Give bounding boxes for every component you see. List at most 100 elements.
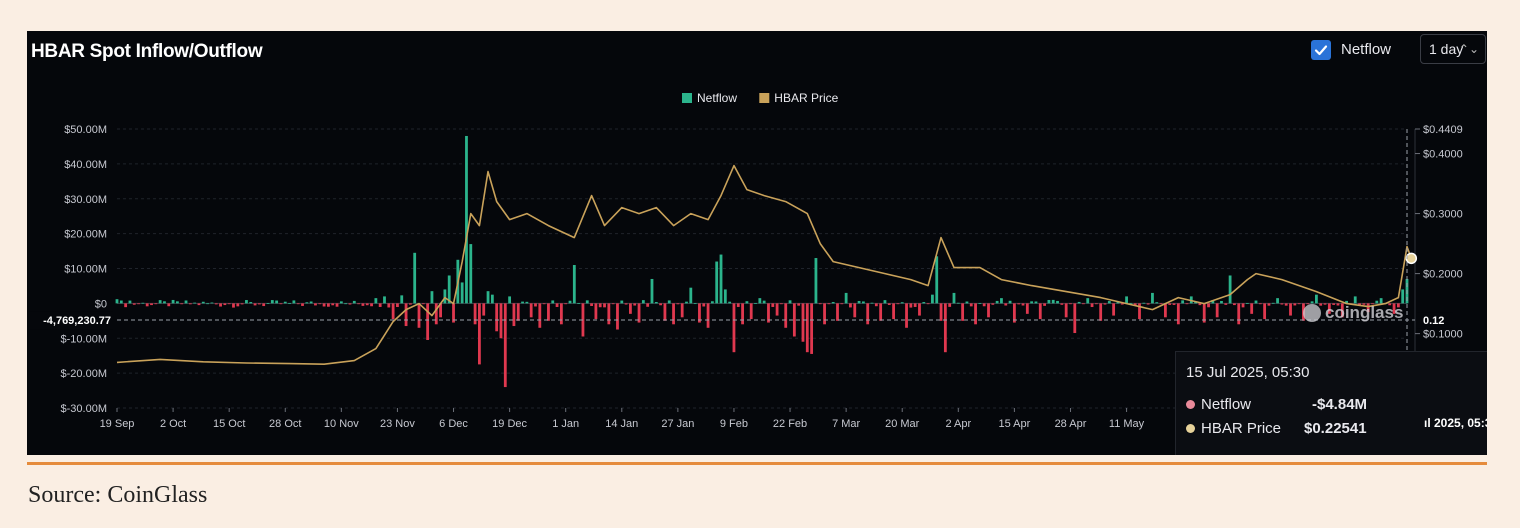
netflow-bar[interactable] xyxy=(1099,303,1103,321)
netflow-bar[interactable] xyxy=(1340,303,1344,318)
netflow-bar[interactable] xyxy=(1224,303,1228,305)
netflow-bar[interactable] xyxy=(879,303,883,321)
netflow-bar[interactable] xyxy=(1159,303,1163,305)
netflow-bar[interactable] xyxy=(784,303,788,328)
netflow-bar[interactable] xyxy=(1237,303,1241,325)
netflow-bar[interactable] xyxy=(163,301,166,304)
netflow-bar[interactable] xyxy=(279,303,283,305)
netflow-bar[interactable] xyxy=(620,300,624,304)
netflow-bar[interactable] xyxy=(1263,303,1267,320)
netflow-bar[interactable] xyxy=(219,303,222,307)
netflow-bar[interactable] xyxy=(249,302,253,304)
netflow-bar[interactable] xyxy=(288,303,291,304)
netflow-bar[interactable] xyxy=(283,301,287,304)
netflow-bar[interactable] xyxy=(870,302,874,304)
netflow-bar[interactable] xyxy=(210,302,214,304)
netflow-bar[interactable] xyxy=(1207,303,1210,308)
netflow-bar[interactable] xyxy=(1112,303,1116,316)
netflow-bar[interactable] xyxy=(296,303,300,305)
netflow-bar[interactable] xyxy=(1336,303,1340,306)
netflow-bar[interactable] xyxy=(965,301,969,304)
netflow-bar[interactable] xyxy=(257,303,261,305)
netflow-bar[interactable] xyxy=(814,258,818,304)
netflow-bar[interactable] xyxy=(667,300,671,304)
netflow-bar[interactable] xyxy=(1086,298,1090,304)
netflow-bar[interactable] xyxy=(499,303,503,339)
netflow-bar[interactable] xyxy=(1362,303,1366,305)
netflow-bar[interactable] xyxy=(1215,303,1219,318)
netflow-bar[interactable] xyxy=(939,303,943,321)
netflow-bar[interactable] xyxy=(1116,301,1120,304)
netflow-bar[interactable] xyxy=(1030,301,1034,304)
netflow-bar[interactable] xyxy=(447,275,451,304)
netflow-bar[interactable] xyxy=(1094,303,1098,305)
netflow-bar[interactable] xyxy=(853,303,857,318)
netflow-bar[interactable] xyxy=(961,303,965,321)
netflow-bar[interactable] xyxy=(1211,300,1215,304)
netflow-bar[interactable] xyxy=(1138,303,1141,320)
netflow-bar[interactable] xyxy=(1133,303,1137,306)
netflow-bar[interactable] xyxy=(810,303,814,354)
netflow-bar[interactable] xyxy=(1120,303,1124,305)
netflow-bar[interactable] xyxy=(137,303,140,305)
price-marker[interactable] xyxy=(1405,252,1418,265)
netflow-bar[interactable] xyxy=(421,303,425,305)
netflow-bar[interactable] xyxy=(1056,300,1059,304)
netflow-bar[interactable] xyxy=(383,296,386,304)
netflow-bar[interactable] xyxy=(374,298,378,304)
netflow-bar[interactable] xyxy=(387,303,391,308)
netflow-bar[interactable] xyxy=(1250,303,1254,314)
netflow-bar[interactable] xyxy=(637,303,641,323)
netflow-bar[interactable] xyxy=(391,303,395,320)
netflow-bar[interactable] xyxy=(918,303,921,316)
netflow-bar[interactable] xyxy=(400,295,404,304)
netflow-bar[interactable] xyxy=(305,302,309,304)
netflow-bar[interactable] xyxy=(175,301,179,304)
netflow-bar[interactable] xyxy=(124,303,128,308)
netflow-bar[interactable] xyxy=(314,303,317,306)
legend-label-1[interactable]: HBAR Price xyxy=(774,91,838,105)
netflow-bar[interactable] xyxy=(331,303,335,306)
netflow-bar[interactable] xyxy=(900,302,904,304)
netflow-bar[interactable] xyxy=(663,303,667,321)
netflow-bar[interactable] xyxy=(1401,289,1405,304)
legend-swatch-0[interactable] xyxy=(682,93,692,103)
netflow-bar[interactable] xyxy=(555,303,559,307)
netflow-bar[interactable] xyxy=(887,303,891,305)
netflow-bar[interactable] xyxy=(1245,302,1249,304)
netflow-bar[interactable] xyxy=(417,303,421,328)
netflow-bar[interactable] xyxy=(443,289,447,304)
netflow-bar[interactable] xyxy=(616,303,619,330)
netflow-bar[interactable] xyxy=(292,300,296,304)
netflow-checkbox[interactable] xyxy=(1311,40,1331,60)
netflow-bar[interactable] xyxy=(357,303,361,305)
netflow-bar[interactable] xyxy=(240,303,244,305)
netflow-bar[interactable] xyxy=(542,303,546,305)
netflow-bar[interactable] xyxy=(728,301,732,304)
netflow-bar[interactable] xyxy=(188,303,192,305)
netflow-bar[interactable] xyxy=(1194,301,1197,304)
netflow-bar[interactable] xyxy=(892,303,895,320)
netflow-bar[interactable] xyxy=(547,303,550,321)
netflow-bar[interactable] xyxy=(145,303,149,307)
netflow-bar[interactable] xyxy=(128,300,132,304)
netflow-bar[interactable] xyxy=(956,302,960,304)
netflow-bar[interactable] xyxy=(214,303,218,305)
netflow-bar[interactable] xyxy=(676,303,680,305)
netflow-bar[interactable] xyxy=(758,298,762,304)
netflow-bar[interactable] xyxy=(689,287,693,304)
netflow-bar[interactable] xyxy=(1060,303,1064,305)
netflow-bar[interactable] xyxy=(1241,303,1245,308)
netflow-bar[interactable] xyxy=(1185,303,1189,305)
netflow-bar[interactable] xyxy=(426,303,430,340)
netflow-bar[interactable] xyxy=(590,303,593,306)
netflow-bar[interactable] xyxy=(309,301,313,304)
netflow-bar[interactable] xyxy=(529,303,533,318)
netflow-bar[interactable] xyxy=(551,300,555,304)
netflow-bar[interactable] xyxy=(232,303,235,308)
netflow-bar[interactable] xyxy=(1280,303,1284,305)
netflow-bar[interactable] xyxy=(741,303,744,325)
netflow-bar[interactable] xyxy=(1323,303,1327,305)
netflow-bar[interactable] xyxy=(1142,302,1146,304)
netflow-bar[interactable] xyxy=(1168,303,1172,305)
